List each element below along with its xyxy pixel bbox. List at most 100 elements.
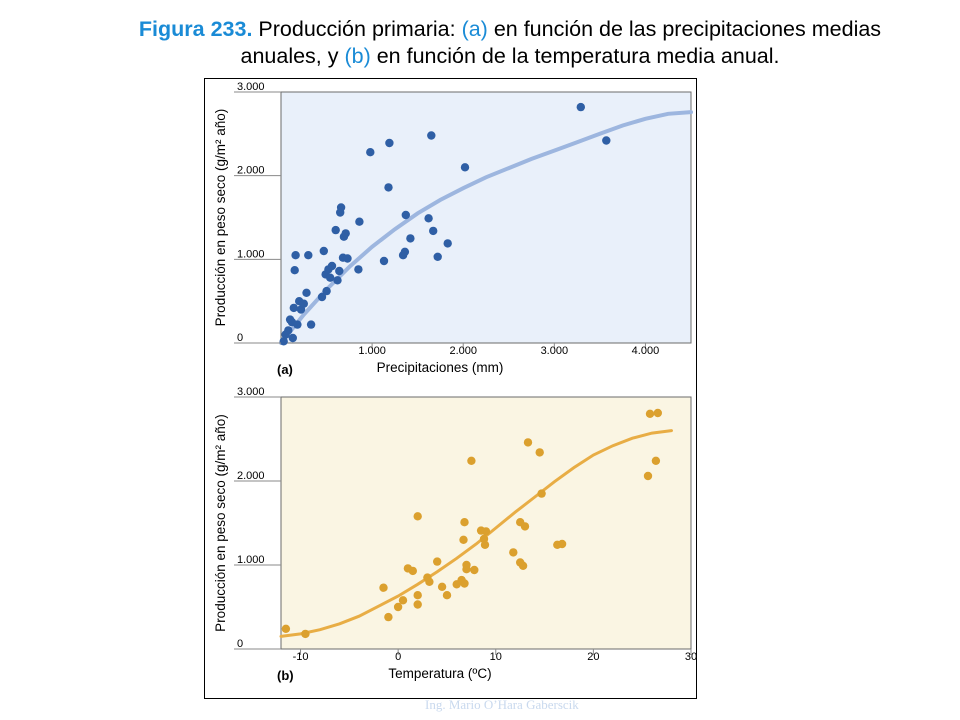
panel-a-data-point [290,266,299,275]
panel-a-data-point [443,239,452,248]
panel-a-data-point [302,288,311,297]
panel-a-data-point [379,256,389,266]
panel-b-data-point [379,583,388,592]
panel-b-x-tick-label: -10 [293,651,309,663]
panel-a-data-point [327,261,337,271]
title-ref-b: (b) [344,44,371,68]
panel-b-y-tick-label: 1.000 [237,554,265,566]
panel-b-data-point [509,548,518,557]
panel-a-data-point [427,131,436,140]
panel-b-data-point [398,596,408,605]
panel-b-data-point [408,566,417,576]
panel-b-data-point [651,456,661,465]
panel-b-x-tick-label: 0 [395,651,401,663]
panel-a-data-point [400,247,410,256]
panel-a-data-point [385,138,394,148]
panel-a-data-point [336,203,346,212]
panel-a-data-point [366,148,375,157]
panel-b-data-point [535,448,544,457]
panel-b-data-point [301,629,310,639]
panel-a-data-point [279,337,288,346]
panel-b-data-point [384,612,393,622]
panel-a-data-point [319,246,328,256]
panel-b-y-tick-label: 0 [237,638,243,650]
panel-b-x-tick-label: 30 [685,651,696,663]
panel-a-data-point [326,273,335,282]
panel-b-data-point [281,624,291,633]
panel-a-data-point [406,234,415,243]
panel-b-data-point [413,512,422,521]
panel-a-data-point [341,229,350,238]
panel-a-data-point [354,265,363,274]
panel-a-x-axis-label: Precipitaciones (mm) [377,360,504,375]
panel-a-plot-area [280,91,692,344]
panel-b-data-point [433,557,442,566]
panel-b-plot-area [280,396,692,650]
panel-a-data-point [317,292,327,302]
panel-b-data-point [442,591,452,600]
panel-b-data-point [645,409,655,418]
panel-b-data-point [537,489,546,498]
title-ref-a: (a) [461,17,488,41]
panel-a-data-point [335,266,344,276]
title-text-3: en función de la temperatura media anual… [370,44,780,68]
panel-a-data-point [343,254,352,263]
panel-b-label: (b) [277,668,294,683]
author-credit: Ing. Mario O’Hara Gaberscik [425,697,579,712]
panel-b-data-point [467,456,476,465]
panel-a: 0 1.000 2.000 3.000 1.000 2.000 3.000 4.000 Pr… [213,81,693,377]
panel-a-data-point [602,136,611,145]
panel-a-data-point [288,333,297,343]
panel-a-data-point [293,320,302,329]
panel-b-data-point [557,539,567,549]
figure-svg: 0 1.000 2.000 3.000 1.000 2.000 3.000 4.000 Pr… [213,81,696,683]
panel-b-data-point [470,565,479,575]
panel-b-data-point [437,582,447,591]
panel-b-y-tick-label: 2.000 [237,470,265,482]
panel-b-x-tick-label: 10 [490,651,502,663]
panel-b-data-point [520,522,530,531]
panel-a-data-point [304,251,313,260]
panel-b-data-point [653,408,662,418]
panel-a-data-point [433,252,442,261]
panel-a-data-point [355,217,364,226]
panel-a-data-point [306,320,316,329]
panel-b-data-point [413,591,422,600]
panel-b-data-point [425,577,434,586]
panel-a-y-tick-label: 2.000 [237,165,265,177]
panel-a-y-axis-label: Producción en peso seco (g/m² año) [213,109,228,327]
panel-a-data-point [424,214,433,223]
panel-a-x-tick-label: 3.000 [541,345,569,357]
panel-b-data-point [523,438,533,447]
panel-a-data-point [460,163,470,172]
panel-a-data-point [322,286,331,296]
panel-b-data-point [459,535,468,544]
panel-a-data-point [401,210,410,220]
panel-a-x-tick-label: 4.000 [632,345,660,357]
panel-a-y-tick-label: 1.000 [237,248,265,260]
panel-b-data-point [643,471,653,481]
panel-b-data-point [480,540,490,549]
panel-b-data-point [462,560,471,570]
title-text-1: Producción primaria: [252,17,462,41]
panel-a-label: (a) [277,362,293,377]
panel-b-data-point [393,602,403,612]
panel-b-data-point [413,600,422,609]
panel-b-x-tick-label: 20 [587,651,599,663]
panel-b-data-point [460,579,469,588]
panel-a-y-tick-label: 3.000 [237,81,265,93]
panel-a-data-point [291,251,300,260]
panel-b-y-tick-label: 3.000 [237,386,265,398]
panel-a-x-tick-label: 1.000 [358,345,386,357]
panel-a-data-point [331,225,340,235]
panel-a-y-tick-label: 0 [237,332,243,344]
panel-a-x-tick-label: 2.000 [449,345,477,357]
panel-a-data-point [576,102,585,112]
panel-a-data-point [429,226,438,236]
figure-frame: 0 1.000 2.000 3.000 1.000 2.000 3.000 4.000 Pr… [204,78,697,699]
panel-b: 0 1.000 2.000 3.000 -10 0 10 20 30 Producción e… [213,386,696,683]
panel-a-data-point [284,326,293,335]
panel-a-data-point [333,276,342,285]
panel-b-y-axis-label: Producción en peso seco (g/m² año) [213,414,228,632]
figure-title: Figura 233. Producción primaria: (a) en … [120,16,900,70]
